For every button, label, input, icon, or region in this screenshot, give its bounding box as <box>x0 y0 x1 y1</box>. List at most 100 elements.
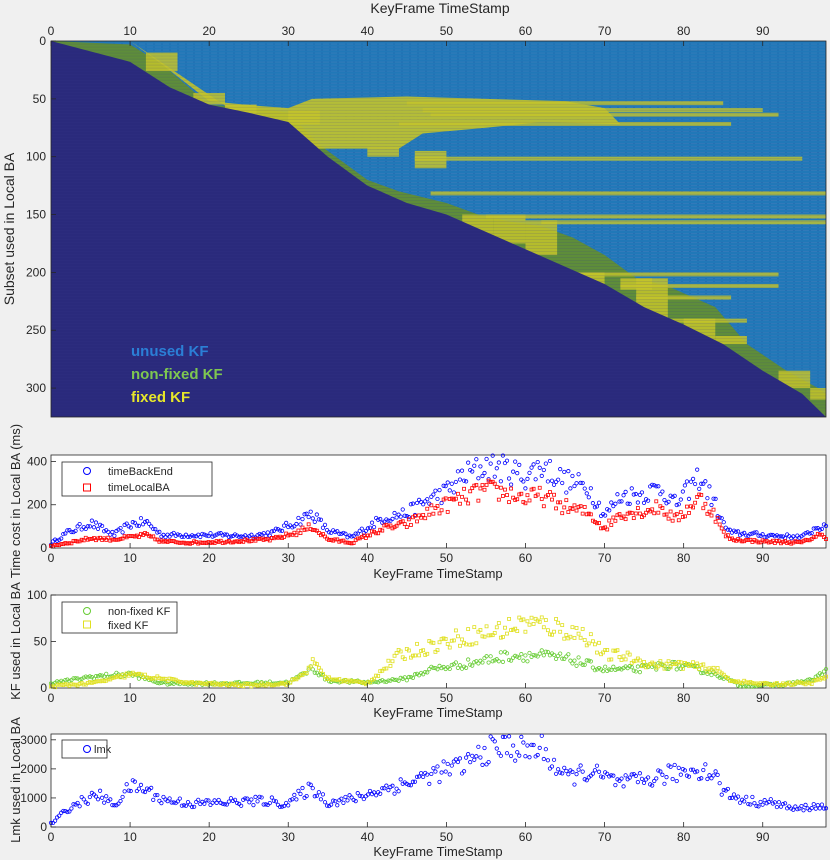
data-point-fixed-kf <box>143 672 147 677</box>
data-point-non-fixed-kf <box>390 677 395 682</box>
data-point-lmk <box>553 771 559 776</box>
data-point-lmk <box>772 800 777 805</box>
data-point-fixed-kf <box>327 675 332 680</box>
data-point-lmk <box>61 808 66 814</box>
data-point-lmk <box>654 776 659 781</box>
data-point-fixed-kf <box>227 683 231 688</box>
data-point-lmk <box>609 773 614 778</box>
data-point-timebackend <box>306 514 311 520</box>
heatmap-background-region <box>51 41 826 417</box>
data-point-lmk <box>324 803 330 808</box>
data-point-fixed-kf <box>200 681 205 686</box>
data-point-timebackend <box>582 486 587 491</box>
heatmap-y-tick-label: 100 <box>26 150 46 164</box>
data-point-lmk <box>744 794 749 799</box>
data-point-lmk <box>560 771 565 776</box>
data-point-timelocalba <box>656 510 661 515</box>
data-point-fixed-kf <box>224 683 229 687</box>
data-point-timebackend <box>605 507 610 512</box>
data-point-timelocalba <box>775 538 779 543</box>
data-point-timelocalba <box>748 537 753 542</box>
data-point-fixed-kf <box>53 685 57 690</box>
heatmap-fixed-bar <box>636 295 732 300</box>
data-point-lmk <box>508 753 514 759</box>
data-point-lmk <box>576 767 581 772</box>
data-point-lmk <box>748 802 753 807</box>
data-point-non-fixed-kf <box>496 659 501 664</box>
data-point-timebackend <box>112 533 117 538</box>
data-point-non-fixed-kf <box>553 656 559 661</box>
data-point-lmk <box>189 804 195 810</box>
data-point-lmk <box>75 800 80 806</box>
data-point-lmk <box>494 746 499 751</box>
data-point-timebackend <box>65 528 70 533</box>
data-point-timelocalba <box>433 506 438 510</box>
data-point-fixed-kf <box>210 680 215 685</box>
data-point-fixed-kf <box>139 672 143 677</box>
data-point-fixed-kf <box>229 681 233 686</box>
data-point-fixed-kf <box>721 672 726 677</box>
data-point-lmk <box>71 802 76 807</box>
data-point-lmk <box>67 809 72 814</box>
data-point-timelocalba <box>584 512 589 517</box>
data-point-lmk <box>502 734 508 740</box>
data-point-timelocalba <box>364 536 368 540</box>
data-point-timebackend <box>87 524 92 529</box>
data-point-fixed-kf <box>441 636 446 641</box>
data-point-timelocalba <box>151 534 156 539</box>
data-point-timelocalba <box>87 536 92 541</box>
data-point-lmk <box>261 802 266 807</box>
data-point-non-fixed-kf <box>480 660 485 665</box>
data-point-fixed-kf <box>271 683 276 688</box>
data-point-fixed-kf <box>308 664 313 669</box>
data-point-timebackend <box>756 533 761 538</box>
x-tick-label: 20 <box>202 551 216 565</box>
data-point-timebackend <box>189 533 195 538</box>
data-point-timelocalba <box>756 540 761 545</box>
data-point-lmk <box>320 792 326 797</box>
data-point-timelocalba <box>691 505 695 510</box>
data-point-fixed-kf <box>723 675 728 680</box>
data-point-lmk <box>104 794 109 799</box>
data-point-timelocalba <box>290 532 295 537</box>
heatmap-fixed-block <box>778 370 811 389</box>
data-point-lmk <box>707 773 712 778</box>
data-point-timebackend <box>355 531 360 536</box>
data-point-non-fixed-kf <box>513 653 518 659</box>
data-point-fixed-kf <box>132 672 137 677</box>
data-point-lmk <box>286 803 291 808</box>
data-point-lmk <box>243 796 248 801</box>
data-point-fixed-kf <box>398 649 403 654</box>
data-point-fixed-kf <box>711 665 716 670</box>
data-point-timebackend <box>592 505 598 510</box>
data-point-timebackend <box>300 516 305 522</box>
data-point-timebackend <box>353 531 358 536</box>
data-point-lmk <box>658 769 663 774</box>
data-point-fixed-kf <box>388 664 393 668</box>
data-point-lmk <box>441 759 446 764</box>
data-point-non-fixed-kf <box>472 660 477 665</box>
data-point-fixed-kf <box>376 674 381 678</box>
data-point-fixed-kf <box>445 642 450 646</box>
data-point-fixed-kf <box>601 650 606 655</box>
data-point-timelocalba <box>79 537 84 542</box>
data-point-lmk <box>650 783 655 788</box>
data-point-non-fixed-kf <box>492 658 497 663</box>
data-point-timebackend <box>102 529 107 534</box>
data-point-timebackend <box>506 476 512 481</box>
data-point-timelocalba <box>611 515 616 520</box>
data-point-non-fixed-kf <box>576 655 581 660</box>
data-point-fixed-kf <box>323 674 327 679</box>
data-point-lmk <box>282 803 287 809</box>
data-point-lmk <box>549 764 555 769</box>
data-point-timebackend <box>484 456 489 462</box>
data-point-timebackend <box>369 520 375 525</box>
data-point-lmk <box>214 800 219 805</box>
y-tick-label: 0 <box>40 681 47 695</box>
data-point-lmk <box>108 797 113 802</box>
heatmap-fixed-bar <box>430 112 779 117</box>
data-point-lmk <box>590 771 595 776</box>
data-point-lmk <box>343 794 348 800</box>
legend-marker-nonfixed <box>83 607 91 615</box>
